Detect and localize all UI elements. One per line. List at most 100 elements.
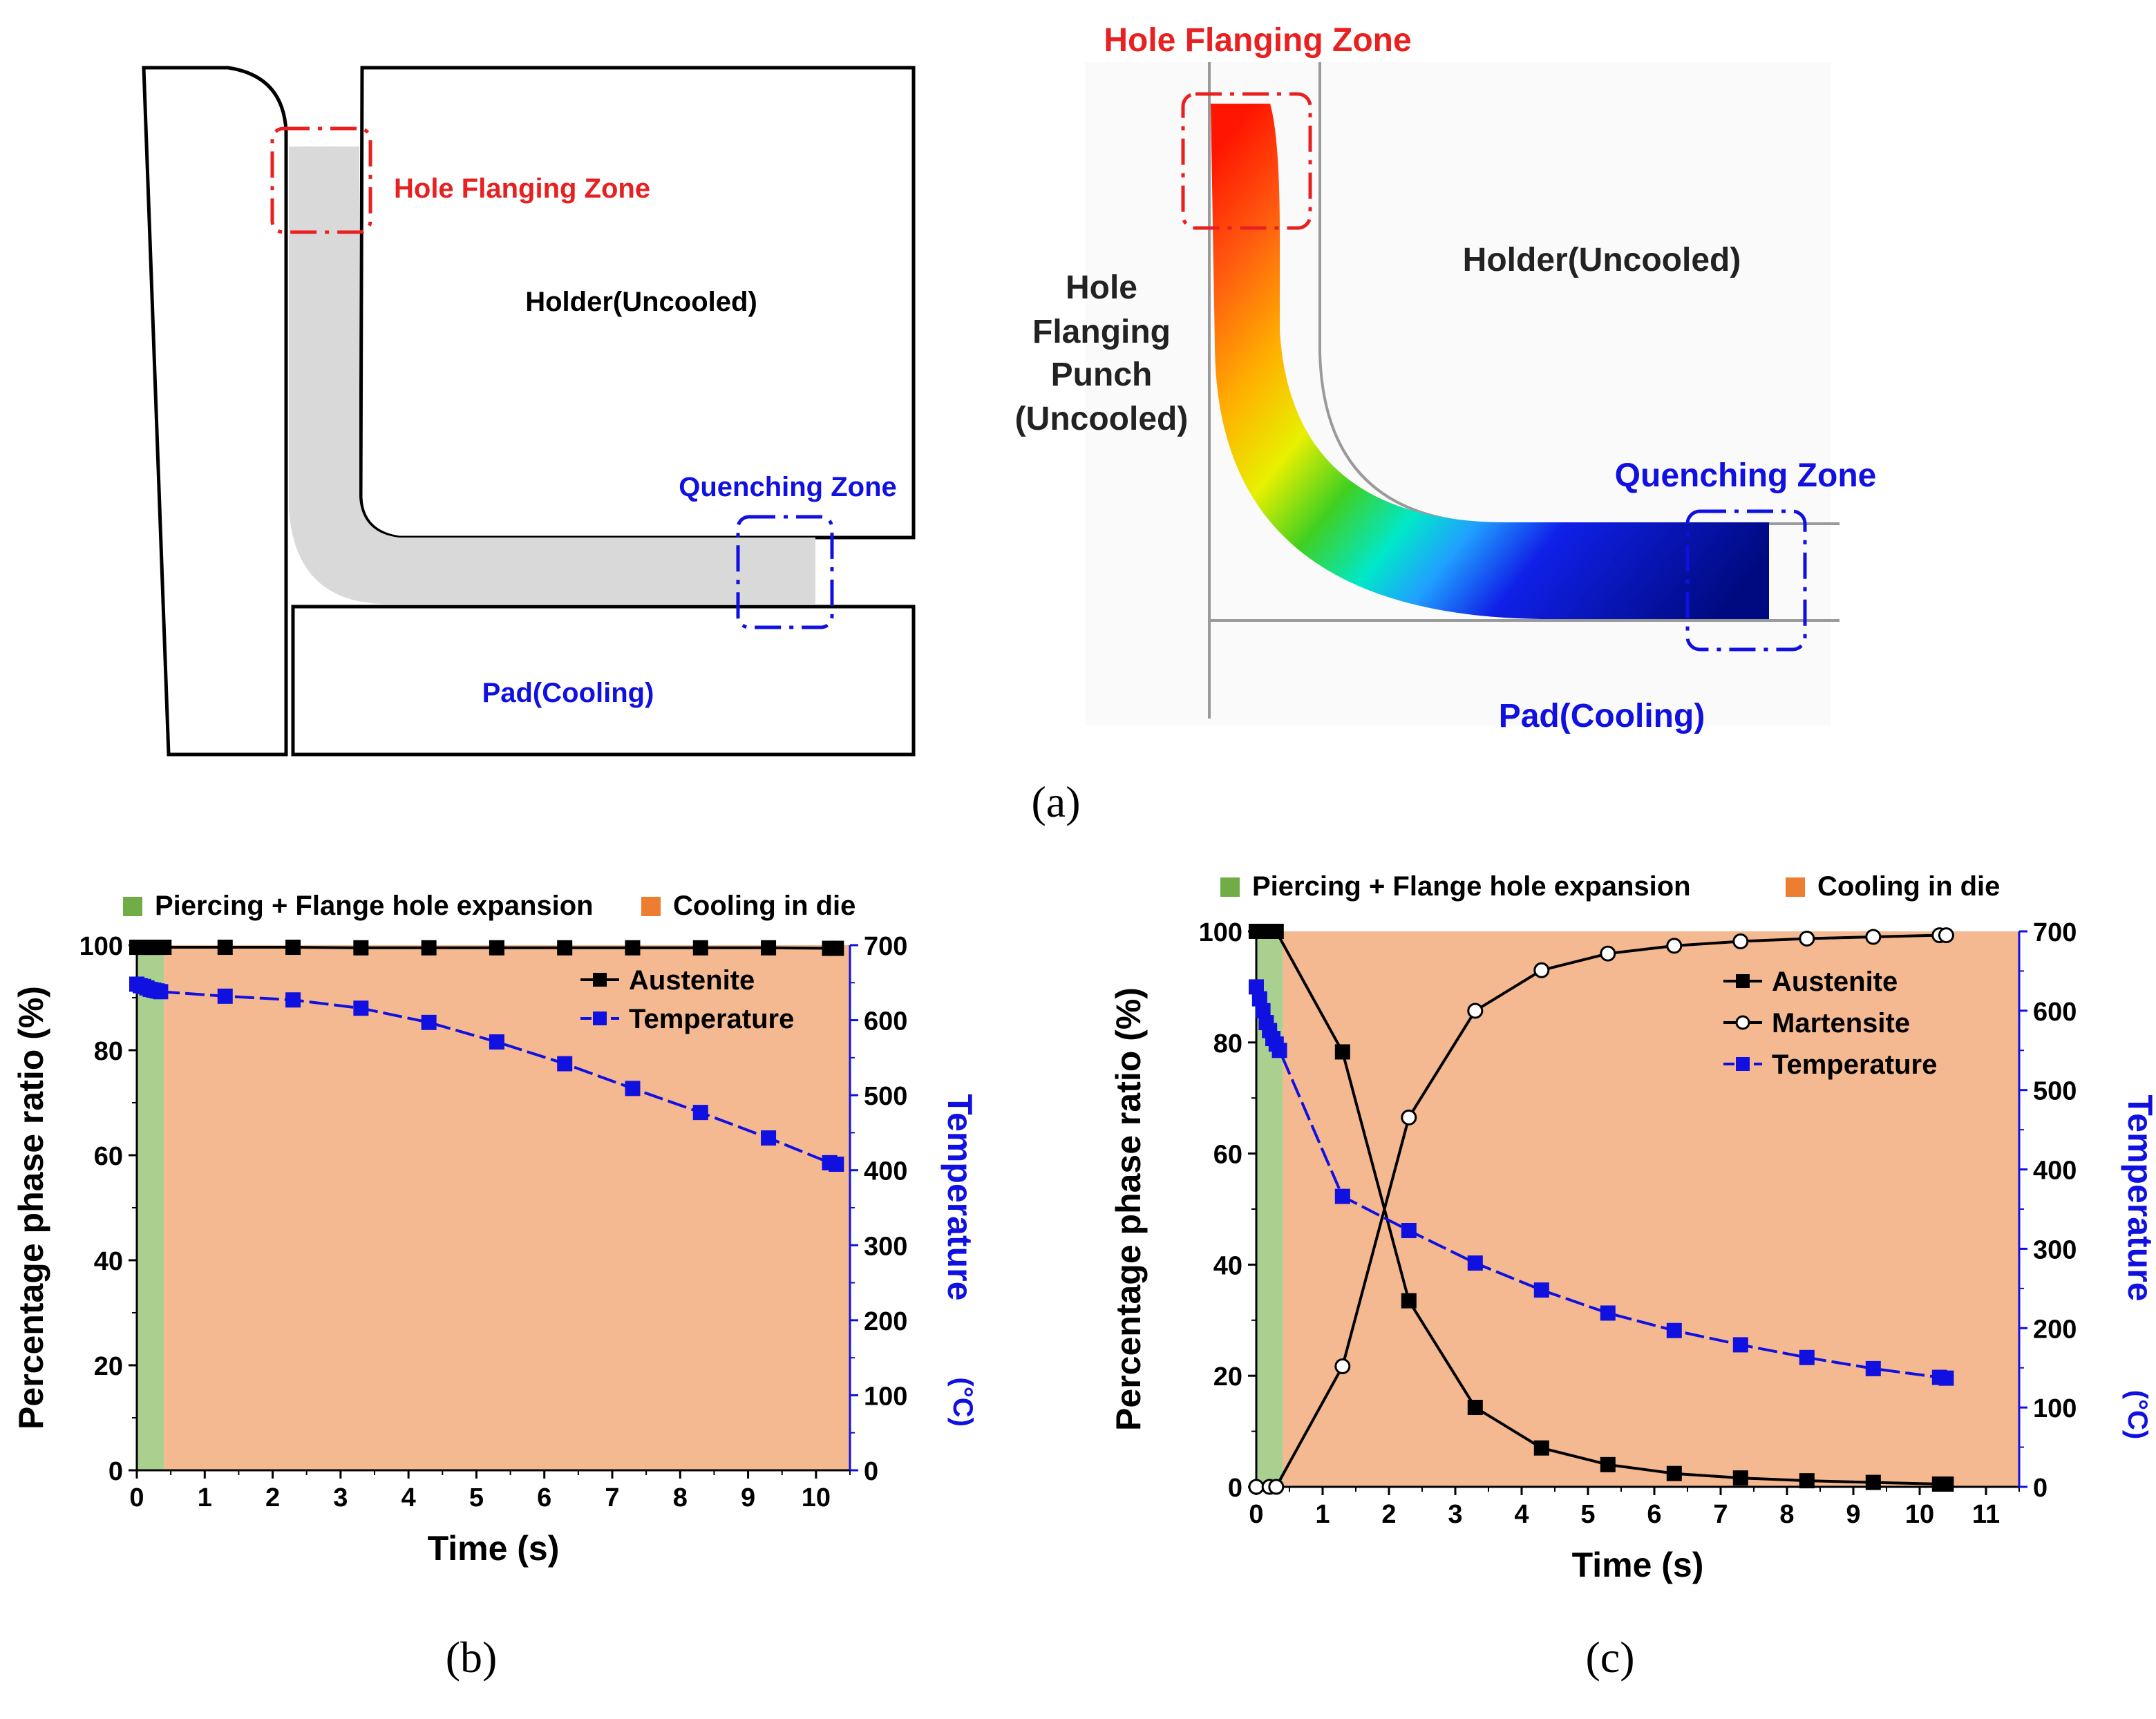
chart-c: Piercing + Flange hole expansion Cooling … [1109,871,2156,1682]
y2-axis-unit: (°C) [947,1377,978,1427]
temperature-field-sheet [1211,104,1769,619]
hole-flanging-zone-box [270,126,372,234]
simulation-background [1085,62,1831,725]
data-point-martensite [1533,962,1550,978]
y-tick-label: 0 [108,1457,123,1486]
data-point-temperature [1533,1282,1549,1298]
legend-marker-temperature [1736,1057,1750,1071]
sim-quenching-label: Quenching Zone [1615,457,1877,494]
data-point-temperature [1251,991,1267,1007]
phase-legend-swatch-0 [123,897,142,916]
y-tick-label: 100 [1199,918,1242,947]
x-tick-label: 9 [741,1483,755,1512]
data-point-austenite [1865,1474,1881,1490]
data-point-austenite [1401,1293,1417,1309]
data-point-austenite [761,940,777,956]
panel-a-label: (a) [1031,777,1080,826]
x-tick-label: 2 [1381,1500,1396,1529]
data-point-temperature [153,984,169,1000]
data-point-temperature [1271,1043,1287,1058]
data-point-austenite [1799,1473,1815,1489]
data-point-temperature [1334,1188,1350,1204]
phase-legend-label-0: Piercing + Flange hole expansion [1252,871,1691,902]
schematic-hole-flanging-label: Hole Flanging Zone [394,173,650,204]
y2-tick-label: 500 [2033,1077,2077,1106]
y2-tick-label: 200 [864,1307,907,1336]
x-tick-label: 5 [469,1483,484,1512]
data-point-temperature [353,1000,369,1016]
series-line-martensite [1256,933,1947,1488]
data-point-austenite [1732,1470,1748,1486]
y-axis-title: Percentage phase ratio (%) [12,986,50,1430]
data-point-temperature [1600,1305,1616,1321]
x-tick-label: 6 [537,1483,551,1512]
phase-band-0 [137,945,164,1470]
phase-legend-swatch-0 [1220,877,1240,897]
y-axis-title: Percentage phase ratio (%) [1109,987,1148,1431]
data-point-temperature [1865,1360,1881,1376]
legend-label-temperature: Temperature [1772,1050,1937,1080]
data-point-temperature [421,1014,437,1030]
data-point-martensite [1334,1358,1351,1375]
data-point-austenite [692,940,708,956]
data-point-austenite [1533,1440,1549,1456]
data-point-austenite [421,940,437,956]
x-tick-label: 7 [605,1483,619,1512]
phase-band-1 [1283,931,2019,1487]
x-tick-label: 4 [1514,1500,1529,1529]
x-tick-label: 8 [673,1483,688,1512]
y2-tick-label: 0 [2033,1474,2048,1503]
data-point-martensite [1799,930,1815,947]
data-point-temperature [761,1130,777,1146]
data-point-martensite [1401,1109,1417,1126]
data-point-temperature [625,1081,641,1096]
phase-legend-label-1: Cooling in die [1817,871,2000,902]
data-point-temperature [1401,1223,1417,1239]
data-point-austenite [1600,1456,1616,1472]
data-point-martensite [1600,945,1616,962]
legend-label-austenite: Austenite [1772,967,1898,997]
sim-punch-label-4: (Uncooled) [1015,401,1189,437]
sim-hole-flanging-zone-box [1181,92,1312,230]
data-point-temperature [1732,1337,1748,1353]
data-point-temperature [217,988,233,1004]
sim-holder-label: Holder(Uncooled) [1463,242,1741,278]
data-point-temperature [1938,1370,1954,1386]
data-point-martensite [1467,1003,1484,1019]
data-point-austenite [829,940,844,956]
data-point-temperature [692,1105,708,1121]
y-tick-label: 0 [1228,1474,1242,1503]
x-tick-label: 1 [198,1483,212,1512]
legend-marker-temperature [593,1012,607,1025]
schematic-quenching-label: Quenching Zone [679,472,897,502]
data-point-martensite [1865,929,1882,945]
data-point-temperature [1799,1349,1815,1365]
data-point-temperature [1255,1003,1271,1018]
x-tick-label: 2 [265,1483,280,1512]
sim-punch-label-3: Punch [1051,357,1153,393]
data-point-austenite [1334,1044,1350,1060]
y2-tick-label: 400 [2033,1157,2077,1186]
x-tick-label: 10 [802,1483,831,1512]
y-tick-label: 60 [94,1142,123,1171]
y2-tick-label: 700 [864,932,907,961]
x-tick-label: 1 [1315,1500,1330,1529]
y2-tick-label: 300 [864,1232,907,1261]
schematic-diagram: Hole Flanging Zone Holder(Uncooled) Quen… [142,66,916,757]
phase-band-1 [164,945,851,1470]
x-axis-title: Time (s) [428,1529,560,1568]
data-point-austenite [557,940,573,956]
data-point-austenite [1268,924,1284,939]
y2-tick-label: 700 [2033,918,2077,947]
y2-tick-label: 0 [864,1457,878,1486]
x-tick-label: 0 [129,1483,144,1512]
x-tick-label: 11 [1972,1500,2000,1529]
y-tick-label: 40 [94,1247,123,1276]
x-tick-label: 4 [401,1483,416,1512]
y2-tick-label: 400 [864,1157,907,1186]
x-tick-label: 7 [1713,1500,1728,1529]
y-tick-label: 60 [1213,1141,1242,1170]
data-point-martensite [1732,933,1749,949]
sim-pad-label: Pad(Cooling) [1499,698,1705,734]
